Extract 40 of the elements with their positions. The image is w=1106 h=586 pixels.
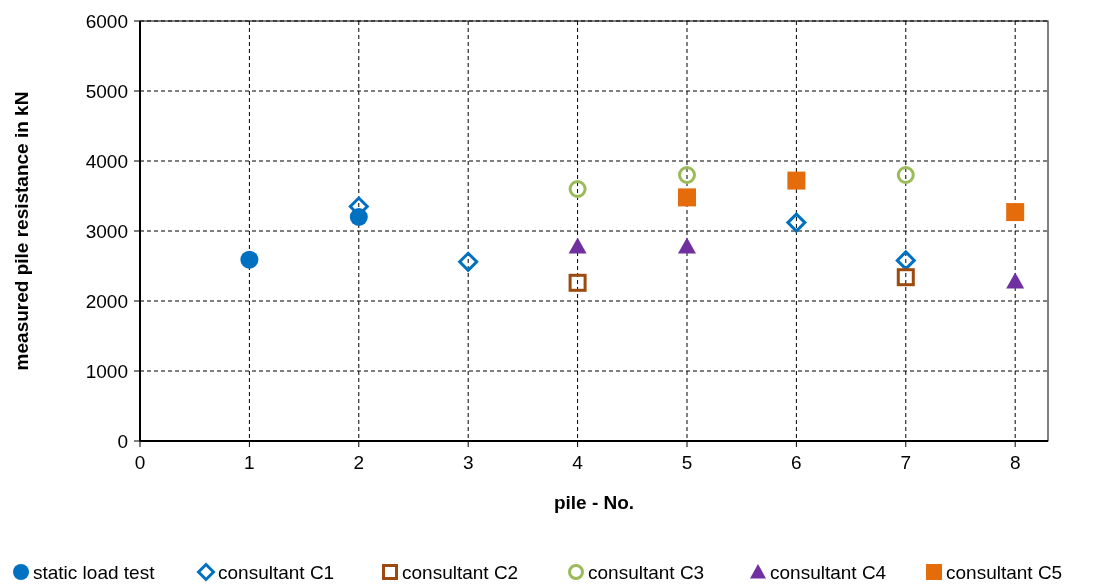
x-tick-label: 0 [134,452,146,473]
point [1006,272,1025,289]
y-tick-label: 4000 [85,151,128,172]
point [568,180,587,198]
legend-label: consultant C3 [588,562,705,583]
point [895,250,916,271]
x-axis-title: pile - No. [553,492,635,513]
point [568,273,587,292]
y-tick-label: 5000 [85,81,128,102]
point [1006,203,1025,222]
y-tick-label: 0 [117,431,128,452]
point [896,268,915,287]
legend-label: consultant C5 [946,562,1063,583]
x-tick-label: 5 [681,452,693,473]
point [349,208,368,226]
y-tick-label: 1000 [85,361,128,382]
x-tick-label: 4 [572,452,584,473]
point [458,251,479,272]
point [568,237,587,254]
x-tick-label: 1 [244,452,255,473]
x-tick-label: 6 [791,452,802,473]
legend-label: consultant C4 [770,562,887,583]
y-tick-label: 6000 [85,11,128,32]
legend-label: consultant C1 [218,562,335,583]
y-tick-label: 2000 [85,291,128,312]
y-tick-label: 3000 [85,221,128,242]
point [240,250,259,269]
point [786,212,807,233]
legend-label: consultant C2 [402,562,519,583]
point [677,188,696,207]
x-tick-label: 2 [353,452,365,473]
point [677,237,696,254]
x-tick-label: 8 [1009,452,1021,473]
point [677,166,696,184]
x-tick-label: 7 [900,452,912,473]
y-axis-title: measured pile resistance in kN [11,91,32,371]
point [787,171,806,190]
point [896,166,915,184]
legend-label: static load test [33,562,156,583]
x-tick-label: 3 [462,452,474,473]
